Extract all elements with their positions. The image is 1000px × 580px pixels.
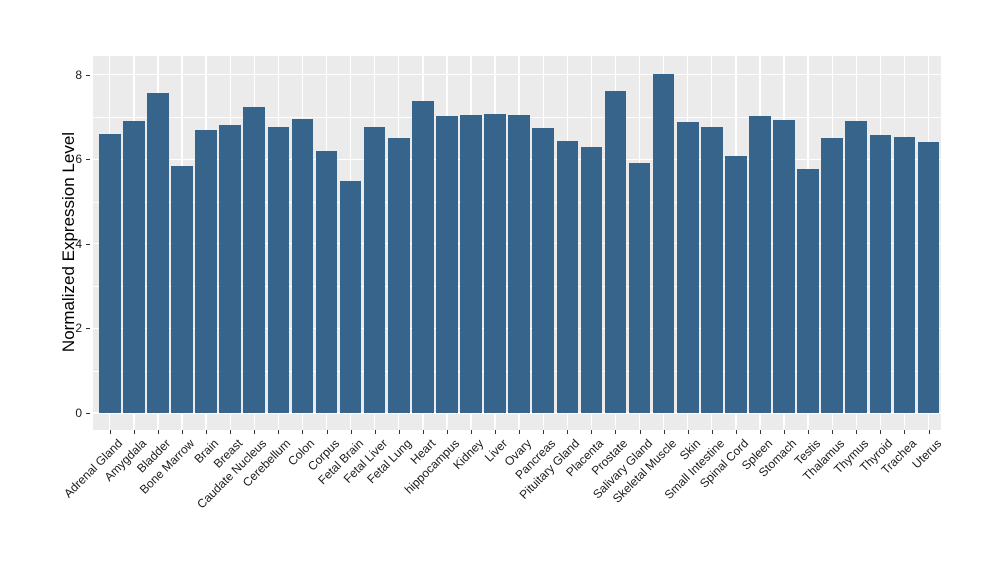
bar-bladder bbox=[147, 92, 169, 413]
y-tick-label: 2 bbox=[75, 321, 82, 336]
bar-small-intestine bbox=[701, 126, 723, 413]
bar-fetal-lung bbox=[387, 138, 410, 413]
x-tick-mark bbox=[663, 430, 665, 434]
bar-placenta bbox=[580, 147, 603, 413]
bar-trachea bbox=[893, 136, 916, 413]
bar-prostate bbox=[604, 91, 627, 413]
bar-stomach bbox=[773, 119, 795, 413]
y-tick-mark bbox=[86, 74, 90, 76]
bar-amygdala bbox=[123, 121, 145, 413]
x-tick-mark bbox=[109, 430, 111, 434]
x-tick-mark bbox=[278, 430, 280, 434]
bar-pancreas bbox=[532, 128, 555, 413]
major-gridline bbox=[93, 412, 941, 414]
bar-fetal-brain bbox=[339, 180, 362, 413]
x-tick-mark bbox=[326, 430, 328, 434]
x-tick-mark bbox=[759, 430, 761, 434]
x-tick-mark bbox=[856, 430, 858, 434]
x-tick-mark bbox=[182, 430, 184, 434]
bar-hippocampus bbox=[436, 116, 458, 413]
bar-fetal-liver bbox=[363, 127, 386, 413]
x-tick-mark bbox=[206, 430, 208, 434]
y-tick-label: 4 bbox=[75, 236, 82, 251]
y-tick-label: 8 bbox=[75, 67, 82, 82]
x-tick-mark bbox=[808, 430, 810, 434]
x-tick-mark bbox=[254, 430, 256, 434]
bar-spinal-cord bbox=[725, 155, 747, 413]
bar-thyroid bbox=[869, 134, 892, 413]
y-tick-mark bbox=[86, 413, 90, 414]
bar-breast bbox=[219, 125, 241, 413]
bar-thymus bbox=[845, 121, 868, 413]
bar-testis bbox=[797, 168, 819, 413]
bar-corpus bbox=[315, 151, 338, 413]
bar-adrenal-gland bbox=[99, 133, 121, 413]
x-tick-mark bbox=[471, 430, 472, 434]
x-tick-mark bbox=[711, 430, 713, 434]
x-tick-mark bbox=[543, 430, 545, 434]
y-tick-mark bbox=[86, 159, 90, 161]
bar-kidney bbox=[460, 115, 482, 413]
bar-skin bbox=[676, 121, 699, 413]
bar-uterus bbox=[917, 142, 940, 413]
x-tick-mark bbox=[133, 430, 135, 434]
bar-cerebellum bbox=[267, 127, 290, 413]
x-tick-mark bbox=[157, 430, 159, 434]
x-tick-mark bbox=[880, 430, 882, 434]
bar-bone-marrow bbox=[171, 165, 193, 413]
bar-colon bbox=[291, 119, 314, 413]
chart-panel bbox=[93, 56, 941, 430]
bar-pituitary-gland bbox=[556, 140, 579, 413]
x-tick-mark bbox=[230, 430, 232, 434]
x-tick-mark bbox=[615, 430, 617, 434]
bar-ovary bbox=[508, 115, 530, 413]
x-tick-mark bbox=[591, 430, 593, 434]
y-tick-label: 6 bbox=[75, 152, 82, 167]
bar-brain bbox=[195, 130, 217, 413]
y-tick-label: 0 bbox=[75, 406, 82, 420]
bar-skeletal-muscle bbox=[652, 74, 675, 413]
bar-salivary-gland bbox=[628, 162, 651, 413]
x-tick-mark bbox=[784, 430, 786, 434]
x-tick-mark bbox=[446, 430, 448, 434]
x-tick-mark bbox=[398, 430, 400, 434]
x-tick-mark bbox=[904, 430, 906, 434]
x-tick-mark bbox=[832, 430, 834, 434]
bar-caudate-nucleus bbox=[243, 106, 266, 413]
major-gridline bbox=[93, 73, 941, 76]
x-tick-mark bbox=[735, 430, 737, 434]
x-tick-mark bbox=[422, 430, 424, 434]
y-tick-mark bbox=[86, 328, 90, 330]
x-tick-mark bbox=[302, 430, 304, 434]
bar-thalamus bbox=[821, 137, 843, 413]
x-tick-mark bbox=[519, 430, 521, 434]
x-tick-mark bbox=[928, 430, 930, 434]
x-tick-mark bbox=[350, 430, 352, 434]
bar-liver bbox=[484, 113, 506, 413]
x-tick-mark bbox=[495, 430, 497, 434]
x-tick-mark bbox=[374, 430, 376, 434]
bar-spleen bbox=[749, 116, 771, 413]
bar-heart bbox=[412, 100, 434, 413]
x-tick-mark bbox=[639, 430, 641, 434]
x-tick-mark bbox=[687, 430, 689, 434]
x-tick-mark bbox=[567, 430, 569, 434]
y-tick-mark bbox=[86, 243, 90, 245]
